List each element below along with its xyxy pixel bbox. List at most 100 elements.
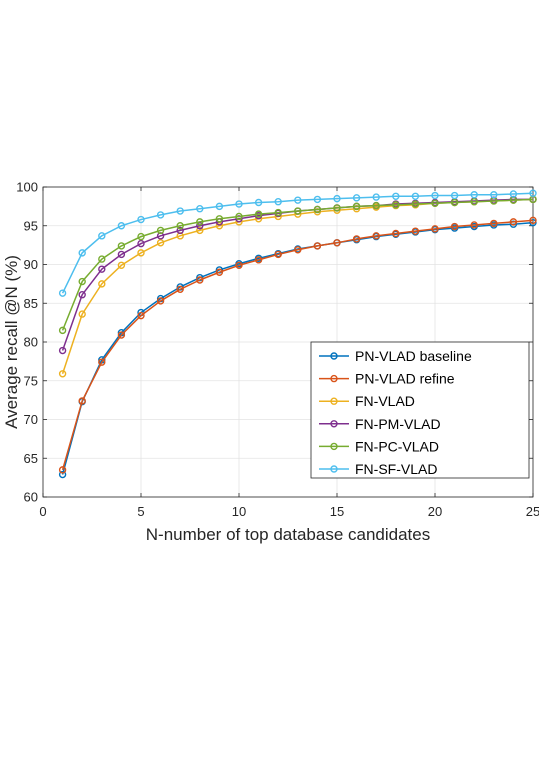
data-point <box>274 198 282 206</box>
data-point <box>490 219 498 228</box>
y-axis-label: Average recall @N (%) <box>2 255 21 429</box>
data-point <box>156 211 165 219</box>
data-point <box>254 198 263 207</box>
data-point <box>215 268 224 276</box>
data-point <box>274 208 282 217</box>
data-point <box>137 239 145 248</box>
x-tick-label: 15 <box>330 504 344 519</box>
data-point <box>58 289 67 297</box>
legend-label: FN-PC-VLAD <box>355 438 439 454</box>
series-fn-pc-vlad <box>58 195 537 335</box>
data-point <box>274 250 282 259</box>
data-point <box>98 265 106 273</box>
data-point <box>58 470 67 479</box>
legend-swatch-marker <box>330 374 338 383</box>
data-point <box>196 204 204 213</box>
data-point <box>117 242 126 250</box>
legend-swatch-marker <box>330 397 338 405</box>
y-tick-label: 90 <box>24 257 38 272</box>
data-point <box>156 226 165 235</box>
data-point <box>98 255 106 263</box>
data-point <box>58 326 67 335</box>
data-point <box>156 239 165 247</box>
data-point <box>78 249 86 257</box>
legend-label: PN-VLAD baseline <box>355 348 472 364</box>
legend-item: FN-SF-VLAD <box>319 461 437 477</box>
data-point <box>196 276 204 284</box>
data-point <box>98 280 106 288</box>
data-point <box>392 229 400 238</box>
legend-item: FN-PM-VLAD <box>319 416 441 432</box>
data-point <box>333 204 341 212</box>
data-point <box>372 232 380 240</box>
data-point <box>117 222 126 230</box>
legend: PN-VLAD baseline PN-VLAD refine FN-VLAD FN-… <box>310 341 530 479</box>
data-point <box>78 277 86 286</box>
data-point <box>117 331 126 339</box>
data-point <box>78 291 86 299</box>
data-point <box>450 191 459 200</box>
data-point <box>509 190 518 198</box>
data-point <box>215 215 224 223</box>
data-point <box>117 261 126 269</box>
data-point <box>294 207 302 215</box>
data-point <box>254 210 263 218</box>
data-point <box>137 232 145 241</box>
data-point <box>333 194 341 203</box>
data-point <box>352 194 361 202</box>
data-point <box>372 201 380 210</box>
legend-item: PN-VLAD baseline <box>319 348 472 364</box>
data-point <box>431 225 439 233</box>
data-point <box>117 250 126 259</box>
data-point <box>176 226 184 235</box>
data-point <box>196 222 204 230</box>
data-point <box>176 207 184 215</box>
legend-label: FN-VLAD <box>355 393 415 409</box>
data-point <box>196 218 204 226</box>
data-point <box>470 191 478 199</box>
series-fn-sf-vlad <box>58 189 537 297</box>
data-point <box>137 249 145 257</box>
y-tick-label: 85 <box>24 296 38 311</box>
legend-box <box>310 341 530 479</box>
data-point <box>196 226 204 235</box>
data-point <box>98 358 106 366</box>
data-point <box>431 199 439 207</box>
x-tick-label: 5 <box>137 504 144 519</box>
data-point <box>313 205 322 214</box>
data-point <box>372 193 380 201</box>
x-tick-label: 25 <box>526 504 539 519</box>
legend-label: PN-VLAD refine <box>355 371 455 387</box>
data-point <box>313 242 322 250</box>
legend-swatch-marker <box>330 465 338 473</box>
data-point <box>137 215 145 224</box>
y-tick-label: 80 <box>24 335 38 350</box>
x-axis-label: N-number of top database candidates <box>146 525 430 544</box>
legend-swatch-marker <box>330 352 338 360</box>
series-line <box>61 219 534 471</box>
data-point <box>78 310 86 318</box>
data-point <box>352 235 361 243</box>
legend-item: PN-VLAD refine <box>319 371 455 387</box>
data-point <box>392 201 400 209</box>
data-point <box>215 202 224 211</box>
data-point <box>58 346 67 355</box>
data-point <box>294 246 302 254</box>
data-point <box>294 196 302 204</box>
data-point <box>235 261 243 269</box>
data-point <box>490 191 498 199</box>
x-tick-label: 10 <box>232 504 246 519</box>
data-point <box>470 198 478 206</box>
data-point <box>529 189 537 197</box>
legend-label: FN-SF-VLAD <box>355 461 437 477</box>
legend-swatch-marker <box>330 442 338 451</box>
data-point <box>313 195 322 204</box>
y-tick-label: 100 <box>16 180 38 195</box>
data-point <box>411 192 420 201</box>
data-point <box>431 191 439 200</box>
y-tick-label: 95 <box>24 218 38 233</box>
data-point <box>176 285 184 293</box>
data-point <box>450 222 459 231</box>
data-point <box>411 200 420 208</box>
